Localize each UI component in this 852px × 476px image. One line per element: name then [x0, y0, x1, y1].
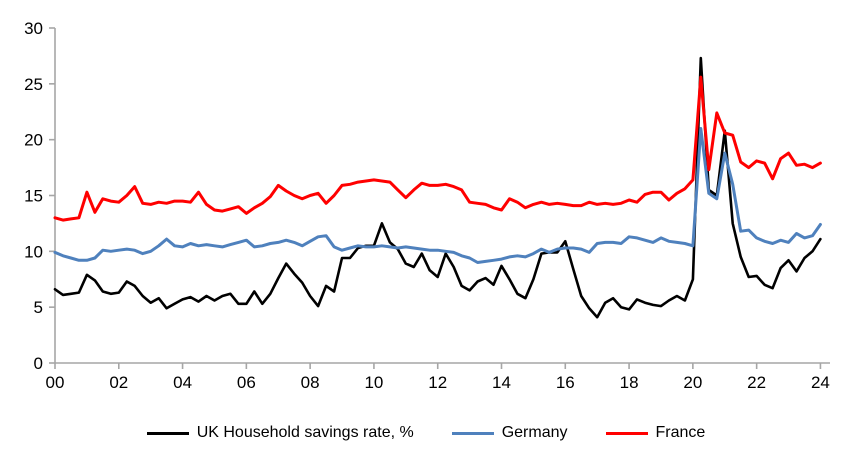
- x-tick-label: 18: [620, 373, 639, 392]
- legend-line-swatch-france: [605, 431, 648, 435]
- legend-line-swatch-germany: [451, 431, 494, 435]
- x-tick-label: 04: [173, 373, 192, 392]
- legend-line-swatch-uk: [146, 431, 189, 435]
- legend-item-france: France: [605, 424, 706, 442]
- y-tick-label: 25: [24, 75, 43, 94]
- x-tick-label: 16: [556, 373, 575, 392]
- series-line-uk-household-savings-rate: [53, 56, 822, 319]
- x-tick-label: 10: [364, 373, 383, 392]
- x-tick-label: 20: [683, 373, 702, 392]
- legend-label-france: France: [655, 424, 706, 441]
- x-tick-label: 08: [301, 373, 320, 392]
- x-tick-label: 00: [46, 373, 65, 392]
- series-line-france: [53, 75, 822, 222]
- y-tick-label: 0: [34, 354, 43, 373]
- y-tick-label: 5: [34, 298, 43, 317]
- y-tick-label: 20: [24, 131, 43, 150]
- legend-item-uk: UK Household savings rate, %: [146, 424, 414, 442]
- x-tick-label: 22: [747, 373, 766, 392]
- legend-item-germany: Germany: [451, 424, 568, 442]
- x-tick-label: 06: [237, 373, 256, 392]
- x-tick-label: 12: [428, 373, 447, 392]
- y-tick-label: 10: [24, 242, 43, 261]
- x-tick-label: 14: [492, 373, 511, 392]
- y-tick-label: 15: [24, 187, 43, 206]
- savings-rate-line-chart: 0 5 10 15 20 25 30 00 02 04 06 08 10 12 14 16 18 20 22 24: [24, 19, 830, 392]
- legend-label-uk: UK Household savings rate, %: [196, 424, 414, 441]
- legend-label-germany: Germany: [501, 424, 568, 441]
- x-tick-label: 24: [811, 373, 830, 392]
- chart-legend: UK Household savings rate, % Germany Franc…: [0, 424, 852, 442]
- x-tick-label: 02: [109, 373, 128, 392]
- series-line-germany: [53, 127, 822, 264]
- y-tick-label: 30: [24, 19, 43, 38]
